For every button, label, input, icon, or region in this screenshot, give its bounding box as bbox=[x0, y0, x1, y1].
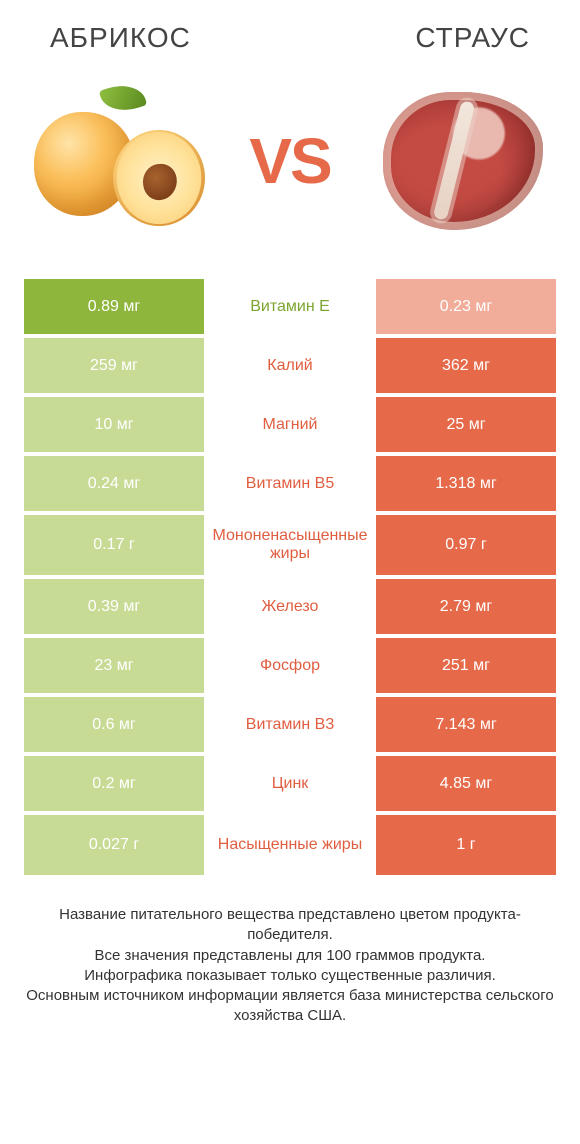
right-value-cell: 4.85 мг bbox=[376, 756, 556, 811]
left-value-cell: 0.027 г bbox=[24, 815, 204, 875]
right-value-cell: 0.97 г bbox=[376, 515, 556, 575]
right-value-cell: 362 мг bbox=[376, 338, 556, 393]
right-value-cell: 2.79 мг bbox=[376, 579, 556, 634]
left-value-cell: 10 мг bbox=[24, 397, 204, 452]
right-food-image bbox=[375, 78, 550, 243]
nutrient-label: Витамин B5 bbox=[204, 456, 376, 511]
comparison-table: 0.89 мгВитамин E0.23 мг259 мгКалий362 мг… bbox=[0, 279, 580, 875]
footer-notes: Название питательного вещества представл… bbox=[0, 875, 580, 1027]
left-value-cell: 259 мг bbox=[24, 338, 204, 393]
table-row: 0.2 мгЦинк4.85 мг bbox=[24, 756, 556, 811]
table-row: 0.89 мгВитамин E0.23 мг bbox=[24, 279, 556, 334]
table-row: 0.39 мгЖелезо2.79 мг bbox=[24, 579, 556, 634]
nutrient-label: Калий bbox=[204, 338, 376, 393]
table-row: 259 мгКалий362 мг bbox=[24, 338, 556, 393]
left-value-cell: 0.89 мг bbox=[24, 279, 204, 334]
vs-label: VS bbox=[249, 124, 330, 198]
left-value-cell: 23 мг bbox=[24, 638, 204, 693]
nutrient-label: Насыщенные жиры bbox=[204, 815, 376, 875]
table-row: 10 мгМагний25 мг bbox=[24, 397, 556, 452]
apricot-icon bbox=[30, 78, 205, 243]
table-row: 0.027 гНасыщенные жиры1 г bbox=[24, 815, 556, 875]
nutrient-label: Железо bbox=[204, 579, 376, 634]
right-value-cell: 7.143 мг bbox=[376, 697, 556, 752]
table-row: 0.17 гМононенасыщенные жиры0.97 г bbox=[24, 515, 556, 575]
nutrient-label: Витамин E bbox=[204, 279, 376, 334]
footer-line: Название питательного вещества представл… bbox=[22, 905, 558, 946]
table-row: 0.6 мгВитамин B37.143 мг bbox=[24, 697, 556, 752]
footer-line: Основным источником информации является … bbox=[22, 986, 558, 1027]
right-value-cell: 1 г bbox=[376, 815, 556, 875]
left-value-cell: 0.17 г bbox=[24, 515, 204, 575]
right-value-cell: 25 мг bbox=[376, 397, 556, 452]
left-food-title: АБРИКОС bbox=[50, 22, 191, 54]
nutrient-label: Магний bbox=[204, 397, 376, 452]
left-value-cell: 0.39 мг bbox=[24, 579, 204, 634]
right-value-cell: 251 мг bbox=[376, 638, 556, 693]
hero-row: VS bbox=[0, 58, 580, 279]
steak-icon bbox=[375, 78, 550, 243]
right-value-cell: 1.318 мг bbox=[376, 456, 556, 511]
nutrient-label: Витамин B3 bbox=[204, 697, 376, 752]
titles-row: АБРИКОС СТРАУС bbox=[0, 0, 580, 58]
left-value-cell: 0.2 мг bbox=[24, 756, 204, 811]
footer-line: Все значения представлены для 100 граммо… bbox=[22, 946, 558, 966]
right-value-cell: 0.23 мг bbox=[376, 279, 556, 334]
left-value-cell: 0.6 мг bbox=[24, 697, 204, 752]
left-food-image bbox=[30, 78, 205, 243]
table-row: 0.24 мгВитамин B51.318 мг bbox=[24, 456, 556, 511]
infographic-root: АБРИКОС СТРАУС VS 0.89 мгВитамин E0.23 м… bbox=[0, 0, 580, 1144]
nutrient-label: Мононенасыщенные жиры bbox=[204, 515, 376, 575]
nutrient-label: Фосфор bbox=[204, 638, 376, 693]
nutrient-label: Цинк bbox=[204, 756, 376, 811]
right-food-title: СТРАУС bbox=[415, 22, 530, 54]
left-value-cell: 0.24 мг bbox=[24, 456, 204, 511]
table-row: 23 мгФосфор251 мг bbox=[24, 638, 556, 693]
footer-line: Инфографика показывает только существенн… bbox=[22, 966, 558, 986]
